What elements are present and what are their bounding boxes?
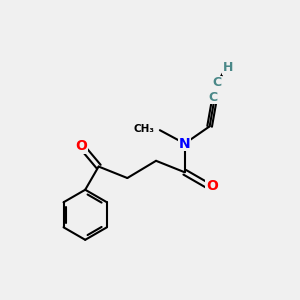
Text: N: N	[179, 136, 190, 151]
Text: O: O	[76, 139, 88, 153]
Text: H: H	[222, 61, 233, 74]
Text: C: C	[208, 91, 217, 104]
Text: O: O	[206, 178, 218, 193]
Text: C: C	[213, 76, 222, 89]
Text: CH₃: CH₃	[134, 124, 154, 134]
